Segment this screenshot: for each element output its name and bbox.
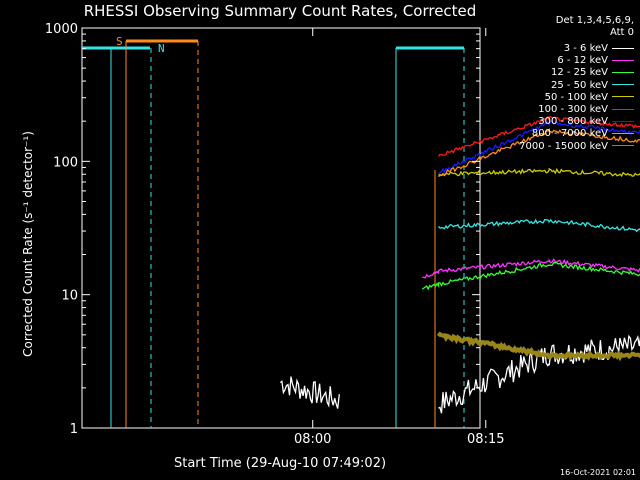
- x-tick-label: 08:00: [294, 432, 331, 447]
- x-axis-label: Start Time (29-Aug-10 07:49:02): [174, 456, 386, 471]
- legend-label: 800 - 7000 keV: [531, 128, 608, 140]
- series-line: [438, 218, 640, 233]
- legend-entry: 25 - 50 keV: [551, 80, 634, 92]
- series-line: [438, 127, 640, 178]
- legend-entry: 100 - 300 keV: [538, 104, 634, 116]
- series-line: [422, 257, 640, 279]
- legend-swatch: [612, 132, 634, 134]
- saa-label: S: [116, 35, 123, 48]
- legend-swatch: [612, 96, 634, 98]
- legend-swatch: [612, 120, 634, 122]
- legend-entry: 50 - 100 keV: [545, 92, 634, 104]
- y-tick-label: 100: [53, 155, 78, 170]
- plot-frame: [81, 27, 481, 429]
- series-25-50-kev: [438, 218, 640, 233]
- legend-entry: 800 - 7000 keV: [532, 128, 634, 140]
- legend-swatch: [612, 84, 634, 86]
- chart-title: RHESSI Observing Summary Count Rates, Co…: [84, 2, 477, 20]
- legend-entry: 3 - 6 keV: [564, 43, 634, 55]
- series-50-100-kev: [438, 167, 640, 178]
- plot-border: [81, 27, 481, 429]
- series-7000-15000-kev: [436, 331, 640, 362]
- x-tick-label: 08:15: [467, 432, 504, 447]
- series-100-300-kev: [437, 115, 640, 157]
- legend-swatch: [612, 108, 634, 110]
- series-6-12-kev: [422, 257, 640, 279]
- series-12-25-kev: [421, 262, 640, 291]
- series-line: [436, 331, 640, 362]
- legend-swatch: [612, 145, 634, 147]
- series-line: [421, 262, 640, 291]
- legend-label: 7000 - 15000 keV: [519, 140, 608, 152]
- series-line: [438, 167, 640, 178]
- detector-info-line1: Det 1,3,4,5,6,9,: [555, 15, 634, 26]
- series-lines: SN: [82, 35, 640, 428]
- legend-label: 3 - 6 keV: [563, 43, 608, 54]
- series-line: [438, 120, 640, 175]
- detector-info-line2: Att 0: [609, 27, 634, 38]
- legend-label: 100 - 300 keV: [538, 104, 608, 115]
- night-label: N: [158, 42, 165, 55]
- series-300-800-kev: [438, 120, 640, 175]
- legend-label: 300 - 800 keV: [538, 116, 608, 128]
- footer-date: 16-Oct-2021 02:01: [560, 468, 636, 477]
- series-line: [438, 334, 640, 414]
- legend-label: 50 - 100 keV: [544, 91, 608, 103]
- series-3-6-kev: [279, 334, 640, 414]
- legend-swatch: [612, 71, 634, 73]
- series-800-7000-kev: [438, 127, 640, 178]
- legend-label: 6 - 12 keV: [557, 55, 608, 67]
- legend-label: 25 - 50 keV: [550, 79, 608, 91]
- y-tick-label: 1: [70, 422, 78, 437]
- y-tick-label: 10: [61, 289, 78, 304]
- legend-swatch: [612, 59, 634, 61]
- y-tick-label: 1000: [45, 22, 78, 37]
- legend-entry: 7000 - 15000 keV: [519, 141, 634, 153]
- series-line: [279, 376, 340, 409]
- legend-entry: 6 - 12 keV: [557, 55, 634, 67]
- legend-entry: 12 - 25 keV: [551, 67, 634, 79]
- legend-swatch: [612, 47, 634, 49]
- series-line: [437, 115, 640, 157]
- legend-entry: 300 - 800 keV: [538, 116, 634, 128]
- legend-label: 12 - 25 keV: [550, 67, 608, 79]
- y-axis-label: Corrected Count Rate (s⁻¹ detector⁻¹): [21, 131, 35, 357]
